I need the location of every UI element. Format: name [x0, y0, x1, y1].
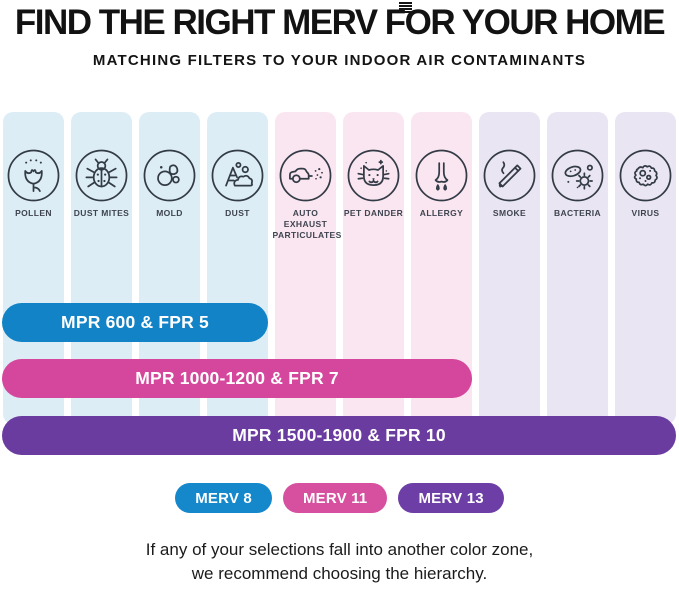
legend-pill-label: MERV 8: [195, 489, 252, 507]
contaminant-label: ALLERGY: [419, 208, 464, 218]
contaminant-label: MOLD: [156, 208, 183, 218]
footer-line-2: we recommend choosing the hierarchy.: [191, 564, 488, 583]
contaminant-column-virus: VIRUS: [615, 112, 676, 424]
mold-icon: [143, 149, 196, 202]
contaminant-label: VIRUS: [631, 208, 660, 218]
legend-pill-merv-11: MERV 11: [282, 483, 388, 513]
legend-pill-label: MERV 13: [418, 489, 484, 507]
contaminant-label: DUST MITES: [73, 208, 130, 218]
rating-bar-label: MPR 1000-1200 & FPR 7: [135, 368, 339, 388]
smoke-icon: [483, 149, 536, 202]
rating-bar-2: MPR 1000-1200 & FPR 7: [2, 359, 472, 398]
virus-icon: [619, 149, 672, 202]
contaminant-column-bacteria: BACTERIA: [547, 112, 608, 424]
page-title: FIND THE RIGHT MERV FOR YOUR HOME: [14, 3, 666, 42]
footer-line-1: If any of your selections fall into anot…: [145, 540, 534, 559]
rating-bar-3: MPR 1500-1900 & FPR 10: [2, 416, 676, 455]
dust-icon: [211, 149, 264, 202]
contaminant-column-smoke: SMOKE: [479, 112, 540, 424]
auto-exhaust-icon: [279, 149, 332, 202]
rating-bar-label: MPR 600 & FPR 5: [61, 312, 209, 332]
contaminant-label: POLLEN: [15, 208, 52, 218]
contaminant-label: AUTO EXHAUST PARTICULATES: [272, 208, 342, 240]
legend-pill-label: MERV 11: [302, 489, 368, 507]
decorative-stripes-icon: [399, 2, 412, 13]
bacteria-icon: [551, 149, 604, 202]
rating-bar-label: MPR 1500-1900 & FPR 10: [232, 425, 446, 445]
dust-mites-icon: [75, 149, 128, 202]
pet-dander-icon: [347, 149, 400, 202]
pollen-icon: [7, 149, 60, 202]
contaminant-label: BACTERIA: [553, 208, 602, 218]
merv-legend: MERV 8 MERV 11 MERV 13: [0, 483, 679, 513]
footer-note: If any of your selections fall into anot…: [0, 538, 679, 586]
contaminant-label: SMOKE: [492, 208, 527, 218]
legend-pill-merv-8: MERV 8: [175, 483, 272, 513]
rating-bar-1: MPR 600 & FPR 5: [2, 303, 268, 342]
contaminant-label: PET DANDER: [343, 208, 404, 218]
legend-pill-merv-13: MERV 13: [398, 483, 504, 513]
contaminant-label: DUST: [225, 208, 250, 218]
page-subtitle: MATCHING FILTERS TO YOUR INDOOR AIR CONT…: [92, 52, 587, 69]
allergy-icon: [415, 149, 468, 202]
